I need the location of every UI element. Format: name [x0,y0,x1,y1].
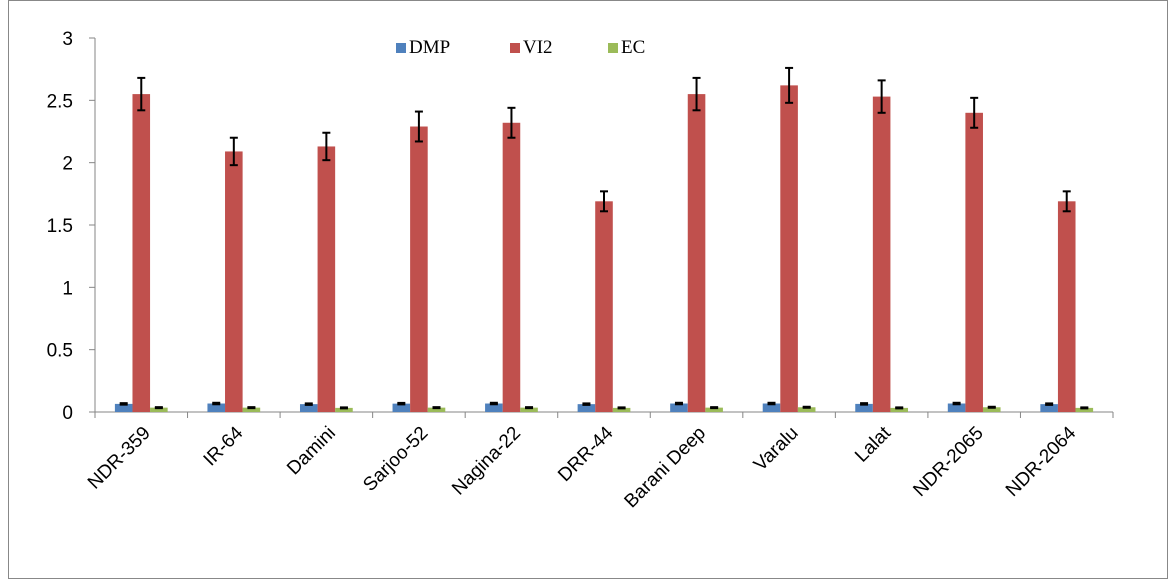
legend-swatch-dmp [396,43,406,53]
bar-vi2 [317,146,336,412]
chart-border [8,0,1168,579]
bar-ec [982,407,1001,412]
y-tick-label: 2.5 [47,91,73,112]
bar-ec [427,407,446,412]
bar-ec [242,407,261,412]
bar-vi2 [595,201,613,412]
y-tick-label: 0.5 [47,341,73,362]
legend-swatch-vi2 [510,43,520,53]
bar-vi2 [225,151,243,413]
legend-swatch-ec [608,43,618,53]
bar-vi2 [132,94,151,412]
bar-vi2 [502,122,521,413]
y-tick-label: 1 [62,278,73,299]
bar-vi2 [410,126,428,412]
legend-label-ec: EC [621,37,645,58]
y-tick-label: 0 [62,403,73,424]
bar-ec [612,407,631,412]
bar-ec [520,407,538,412]
bar-dmp [577,404,596,412]
bar-ec [797,407,816,412]
bar-vi2 [1057,201,1076,412]
bar-dmp [855,403,873,412]
bar-dmp [670,403,688,412]
bar-dmp [392,403,411,412]
y-tick-label: 1.5 [47,216,73,237]
bar-ec [1075,407,1094,412]
legend-label-dmp: DMP [409,37,450,58]
y-axis: 0 0.5 1 1.5 2 2.5 3 [47,29,96,424]
bar-ec [705,407,723,412]
bar-vi2 [780,85,798,412]
bar-dmp [485,403,503,412]
bar-ec [150,407,168,412]
bar-dmp [207,403,226,412]
bar-dmp [114,403,133,412]
error-bars [119,66,1089,410]
y-tick-label: 3 [62,29,73,50]
bar-vi2 [872,96,891,413]
legend-label-vi2: VI2 [523,37,553,58]
bars [114,85,1094,413]
bar-ec [335,407,353,412]
bar-dmp [299,404,318,412]
bar-vi2 [965,112,983,413]
y-tick-label: 2 [62,154,73,175]
bar-dmp [762,403,781,412]
bar-dmp [947,403,966,412]
bar-ec [890,407,909,412]
legend: DMP VI2 EC [396,37,645,58]
bar-vi2 [687,94,706,412]
bar-dmp [1040,404,1058,412]
